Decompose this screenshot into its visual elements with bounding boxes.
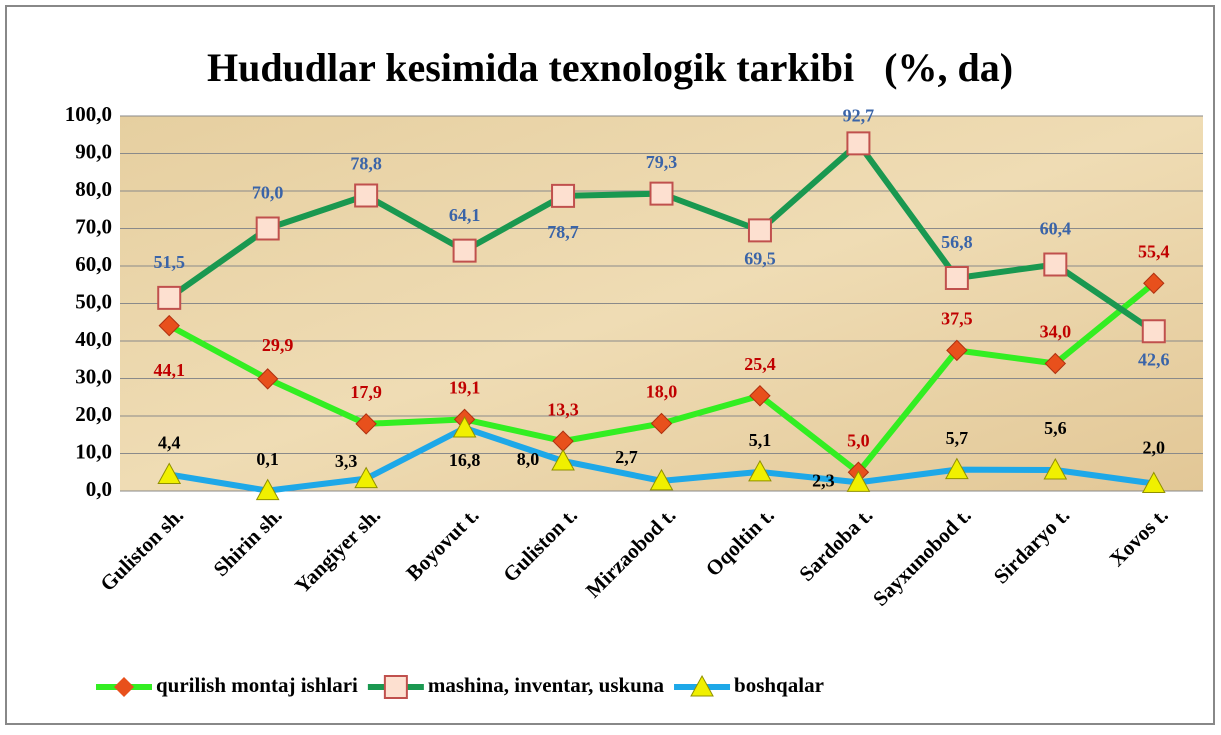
data-label: 55,4 [1138, 241, 1170, 261]
data-label: 56,8 [941, 232, 973, 252]
marker [650, 412, 673, 435]
marker [551, 448, 575, 471]
data-label: 19,1 [449, 378, 481, 398]
marker [355, 413, 377, 435]
legend-label: boshqalar [734, 673, 824, 697]
marker [354, 466, 378, 489]
marker [256, 368, 279, 390]
marker [846, 470, 871, 492]
marker [749, 385, 771, 407]
data-label: 78,8 [350, 154, 382, 174]
data-label: 34,0 [1040, 322, 1072, 342]
marker [157, 285, 182, 310]
marker [846, 131, 871, 156]
data-label: 64,1 [449, 205, 481, 225]
data-label: 5,0 [847, 430, 870, 450]
y-tick-label: 70,0 [75, 214, 112, 238]
marker [748, 459, 772, 482]
y-tick-label: 20,0 [75, 402, 112, 426]
data-label: 78,7 [547, 222, 579, 242]
data-label: 2,3 [812, 471, 835, 491]
y-tick-label: 90,0 [75, 139, 112, 163]
marker [551, 183, 576, 208]
marker [157, 462, 182, 484]
marker [452, 238, 477, 263]
data-label: 13,3 [547, 399, 579, 419]
marker [255, 478, 280, 501]
marker [354, 183, 379, 208]
data-label: 79,3 [646, 152, 678, 172]
data-label: 2,0 [1143, 438, 1166, 458]
marker [1143, 272, 1165, 294]
data-label: 44,1 [153, 360, 185, 380]
marker [1043, 252, 1068, 277]
marker [946, 339, 968, 362]
data-label: 8,0 [517, 449, 540, 469]
y-tick-label: 60,0 [75, 252, 112, 276]
data-label: 51,5 [153, 252, 185, 272]
y-tick-label: 100,0 [65, 102, 112, 126]
marker [158, 314, 180, 337]
data-label: 4,4 [158, 433, 181, 453]
legend-marker [383, 675, 408, 699]
marker [452, 415, 477, 438]
y-tick-label: 30,0 [75, 364, 112, 388]
legend-label: qurilish montaj ishlari [156, 673, 358, 697]
legend-label: mashina, inventar, uskuna [428, 673, 665, 697]
data-label: 5,6 [1044, 418, 1067, 438]
data-label: 5,7 [946, 428, 969, 448]
marker [1044, 352, 1067, 375]
data-label: 70,0 [252, 183, 284, 203]
marker [1141, 319, 1166, 344]
data-label: 17,9 [350, 382, 382, 402]
chart-title: Hududlar kesimida texnologik tarkibi (%,… [207, 45, 1013, 90]
legend-marker [690, 674, 714, 697]
marker [945, 457, 969, 480]
y-tick-label: 80,0 [75, 177, 112, 201]
y-tick-label: 0,0 [86, 477, 112, 501]
data-label: 2,7 [615, 447, 638, 467]
data-label: 3,3 [335, 451, 358, 471]
legend-marker [114, 677, 134, 697]
data-label: 29,9 [262, 335, 294, 355]
marker [1043, 457, 1068, 480]
data-label: 18,0 [646, 382, 678, 402]
data-label: 42,6 [1138, 349, 1170, 369]
data-label: 25,4 [744, 354, 776, 374]
marker [649, 468, 674, 491]
marker [944, 266, 969, 290]
data-label: 5,1 [749, 430, 772, 450]
y-tick-label: 50,0 [75, 289, 112, 313]
marker [255, 216, 280, 241]
marker [747, 218, 772, 243]
marker [1141, 471, 1166, 493]
data-label: 37,5 [941, 309, 973, 329]
marker [649, 181, 674, 206]
data-label: 92,7 [843, 106, 875, 126]
data-label: 60,4 [1040, 219, 1072, 239]
data-label: 0,1 [256, 449, 279, 469]
data-label: 16,8 [449, 450, 481, 470]
y-tick-label: 40,0 [75, 327, 112, 351]
data-label: 69,5 [744, 249, 776, 269]
y-tick-label: 10,0 [75, 439, 112, 463]
